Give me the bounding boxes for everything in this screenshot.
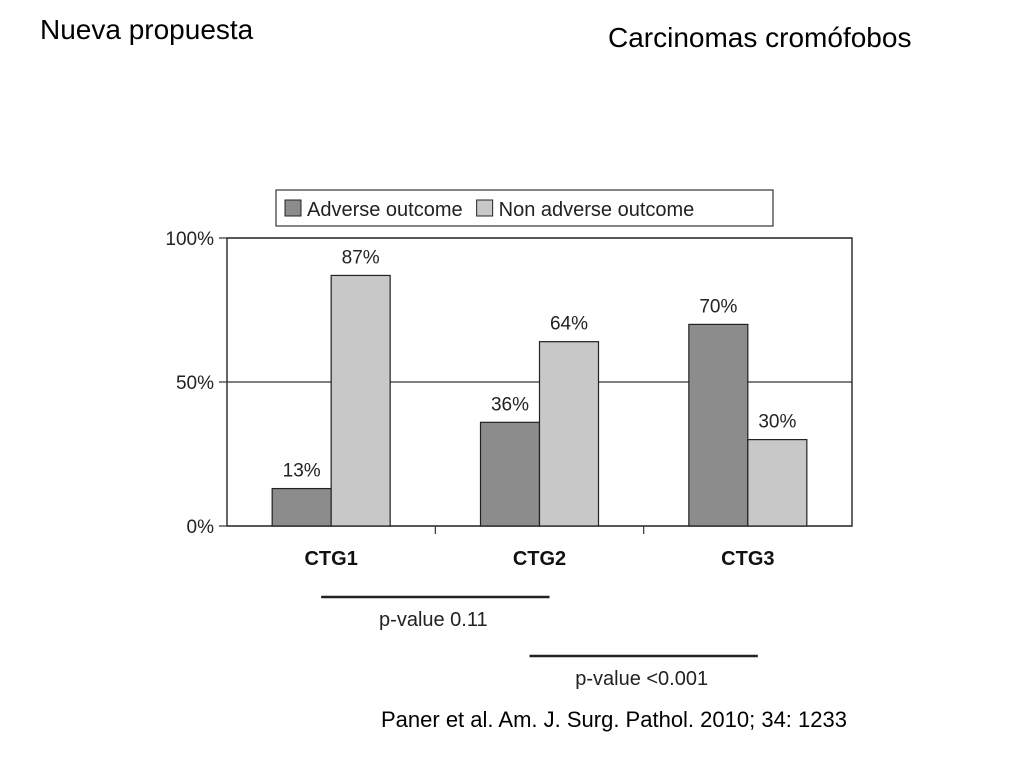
slide-title-left: Nueva propuesta (40, 14, 254, 45)
bar (688, 323, 749, 527)
y-tick-label: 100% (165, 229, 214, 250)
bar (271, 487, 332, 527)
x-tick-label: CTG1 (304, 548, 357, 570)
legend-label: Non adverse outcome (499, 199, 695, 221)
legend-swatch (476, 199, 494, 217)
data-label: 13% (283, 461, 321, 482)
bar (330, 274, 391, 527)
citation: Paner et al. Am. J. Surg. Pathol. 2010; … (381, 707, 847, 732)
bar (538, 341, 600, 527)
legend-swatch (284, 199, 302, 217)
slide-title-right: Carcinomas cromófobos (608, 22, 912, 53)
x-tick-label: CTG2 (513, 548, 566, 570)
significance-label: p-value 0.11 (379, 609, 488, 631)
bar (747, 439, 808, 527)
significance-label: p-value <0.001 (575, 668, 708, 690)
bar (479, 421, 541, 527)
data-label: 30% (758, 412, 796, 433)
data-label: 70% (699, 296, 737, 317)
y-tick-label: 0% (187, 517, 215, 538)
legend-label: Adverse outcome (307, 199, 463, 221)
legend-box (275, 189, 774, 227)
data-label: 64% (550, 314, 588, 335)
data-label: 87% (342, 247, 380, 268)
data-label: 36% (491, 394, 529, 415)
y-tick-label: 50% (176, 373, 214, 394)
x-tick-label: CTG3 (721, 548, 774, 570)
